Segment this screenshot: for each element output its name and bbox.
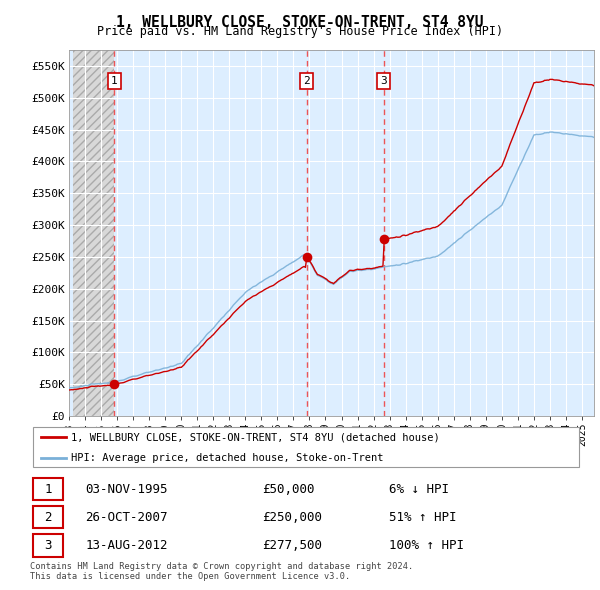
Text: 1: 1 — [44, 483, 52, 496]
Text: 1: 1 — [111, 76, 118, 86]
FancyBboxPatch shape — [33, 427, 579, 467]
Text: 3: 3 — [380, 76, 387, 86]
Text: 100% ↑ HPI: 100% ↑ HPI — [389, 539, 464, 552]
Text: £277,500: £277,500 — [262, 539, 322, 552]
Text: 03-NOV-1995: 03-NOV-1995 — [85, 483, 168, 496]
Text: 1, WELLBURY CLOSE, STOKE-ON-TRENT, ST4 8YU (detached house): 1, WELLBURY CLOSE, STOKE-ON-TRENT, ST4 8… — [71, 432, 440, 442]
Text: 2: 2 — [44, 511, 52, 524]
Text: Price paid vs. HM Land Registry's House Price Index (HPI): Price paid vs. HM Land Registry's House … — [97, 25, 503, 38]
FancyBboxPatch shape — [33, 535, 63, 557]
Text: Contains HM Land Registry data © Crown copyright and database right 2024.
This d: Contains HM Land Registry data © Crown c… — [30, 562, 413, 581]
Text: 2: 2 — [303, 76, 310, 86]
FancyBboxPatch shape — [33, 506, 63, 529]
Text: £250,000: £250,000 — [262, 511, 322, 524]
Text: £50,000: £50,000 — [262, 483, 314, 496]
FancyBboxPatch shape — [33, 478, 63, 500]
Text: 6% ↓ HPI: 6% ↓ HPI — [389, 483, 449, 496]
Text: 26-OCT-2007: 26-OCT-2007 — [85, 511, 168, 524]
Text: HPI: Average price, detached house, Stoke-on-Trent: HPI: Average price, detached house, Stok… — [71, 453, 384, 463]
Text: 51% ↑ HPI: 51% ↑ HPI — [389, 511, 457, 524]
Text: 3: 3 — [44, 539, 52, 552]
Text: 13-AUG-2012: 13-AUG-2012 — [85, 539, 168, 552]
Text: 1, WELLBURY CLOSE, STOKE-ON-TRENT, ST4 8YU: 1, WELLBURY CLOSE, STOKE-ON-TRENT, ST4 8… — [116, 15, 484, 30]
